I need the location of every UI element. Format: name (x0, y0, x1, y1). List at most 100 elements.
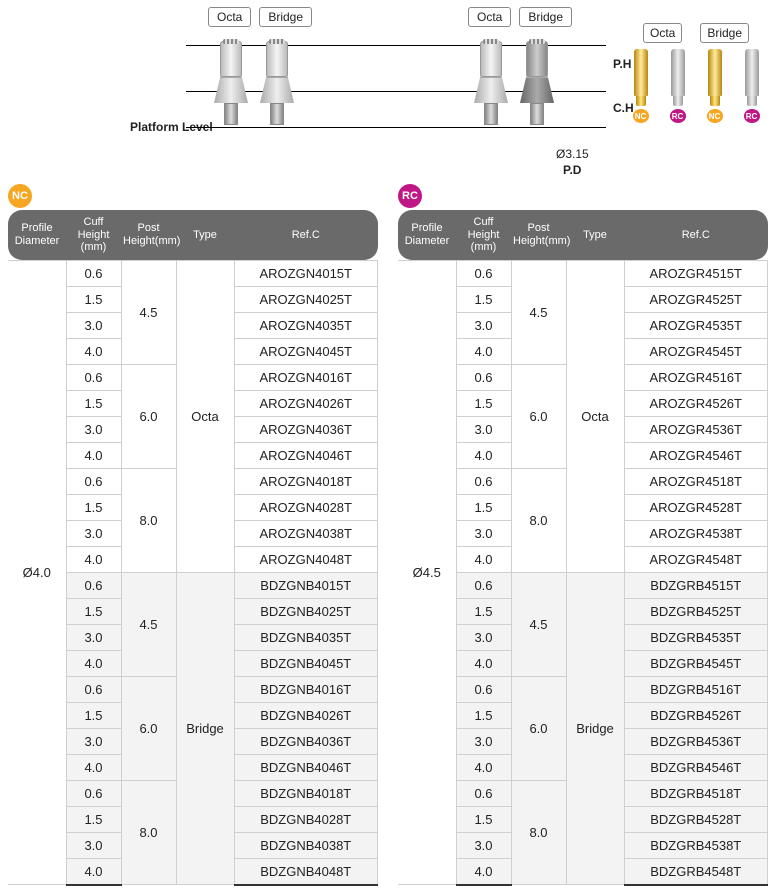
th-type: Type (566, 210, 624, 260)
diagram-label-octa: Octa (208, 7, 251, 27)
screw-bridge-gold: NC (705, 49, 725, 123)
abutment-bridge-1 (260, 41, 294, 127)
cell-type: Octa (566, 260, 624, 572)
cell-cuff-height: 0.6 (456, 572, 511, 598)
rc-badge: RC (398, 184, 422, 208)
cell-cuff-height: 4.0 (456, 442, 511, 468)
th-cuff-height: Cuff Height (mm) (66, 210, 121, 260)
cell-ref: AROZGR4545T (624, 338, 768, 364)
cell-ref: AROZGR4518T (624, 468, 768, 494)
diagram-label-bridge: Bridge (259, 7, 312, 27)
cell-post-height: 4.5 (511, 572, 566, 676)
cell-cuff-height: 1.5 (456, 702, 511, 728)
cell-ref: BDZGNB4018T (234, 780, 378, 806)
cell-cuff-height: 3.0 (66, 624, 121, 650)
cell-cuff-height: 1.5 (66, 494, 121, 520)
mini-screws: Octa Bridge NC RC NC RC (626, 23, 766, 123)
cell-cuff-height: 1.5 (456, 286, 511, 312)
cell-ref: BDZGNB4015T (234, 572, 378, 598)
cell-cuff-height: 3.0 (66, 520, 121, 546)
cell-cuff-height: 1.5 (456, 390, 511, 416)
cell-cuff-height: 1.5 (66, 702, 121, 728)
cell-ref: AROZGN4025T (234, 286, 378, 312)
cell-post-height: 6.0 (511, 364, 566, 468)
rc-section: RC Profile Diameter Cuff Height (mm) Pos… (398, 184, 768, 886)
cell-cuff-height: 4.0 (66, 338, 121, 364)
cell-ref: AROZGR4525T (624, 286, 768, 312)
cell-profile-diameter: Ø4.5 (398, 260, 456, 885)
cell-cuff-height: 0.6 (66, 260, 121, 286)
mini-label-octa: Octa (643, 23, 682, 43)
th-cuff-height: Cuff Height (mm) (456, 210, 511, 260)
screw-octa-silver: RC (668, 49, 688, 123)
cell-ref: AROZGR4546T (624, 442, 768, 468)
nc-table: Profile Diameter Cuff Height (mm) Post H… (8, 210, 378, 886)
cell-post-height: 4.5 (121, 572, 176, 676)
cell-ref: BDZGNB4026T (234, 702, 378, 728)
cell-ref: BDZGRB4518T (624, 780, 768, 806)
th-post-height: Post Height(mm) (121, 210, 176, 260)
cell-ref: BDZGRB4525T (624, 598, 768, 624)
th-type: Type (176, 210, 234, 260)
cell-ref: AROZGN4016T (234, 364, 378, 390)
nc-section: NC Profile Diameter Cuff Height (mm) Pos… (8, 184, 378, 886)
cell-post-height: 6.0 (121, 676, 176, 780)
cell-post-height: 6.0 (511, 676, 566, 780)
cell-ref: BDZGNB4035T (234, 624, 378, 650)
cell-cuff-height: 0.6 (66, 364, 121, 390)
cell-type: Bridge (176, 572, 234, 885)
cell-cuff-height: 3.0 (66, 416, 121, 442)
cell-ref: AROZGR4528T (624, 494, 768, 520)
cell-cuff-height: 0.6 (456, 780, 511, 806)
cell-ref: BDZGRB4535T (624, 624, 768, 650)
cell-ref: AROZGN4018T (234, 468, 378, 494)
cell-ref: BDZGRB4528T (624, 806, 768, 832)
cell-cuff-height: 1.5 (66, 806, 121, 832)
abutment-octa-1 (214, 41, 248, 127)
cell-ref: AROZGN4036T (234, 416, 378, 442)
cell-ref: AROZGR4516T (624, 364, 768, 390)
cell-ref: BDZGRB4546T (624, 754, 768, 780)
cell-cuff-height: 3.0 (456, 416, 511, 442)
screw-octa-gold: NC (631, 49, 651, 123)
cell-cuff-height: 1.5 (66, 598, 121, 624)
cell-ref: AROZGN4028T (234, 494, 378, 520)
cell-ref: AROZGR4515T (624, 260, 768, 286)
cell-post-height: 4.5 (121, 260, 176, 364)
abutment-octa-2 (474, 41, 508, 127)
cell-cuff-height: 0.6 (456, 676, 511, 702)
th-post-height: Post Height(mm) (511, 210, 566, 260)
screw-bridge-silver: RC (742, 49, 762, 123)
cell-cuff-height: 4.0 (66, 442, 121, 468)
cell-cuff-height: 3.0 (456, 520, 511, 546)
cell-cuff-height: 0.6 (66, 572, 121, 598)
cell-cuff-height: 0.6 (456, 364, 511, 390)
cell-ref: AROZGN4026T (234, 390, 378, 416)
cell-ref: AROZGN4035T (234, 312, 378, 338)
cell-cuff-height: 1.5 (66, 286, 121, 312)
cell-cuff-height: 3.0 (66, 312, 121, 338)
cell-ref: BDZGRB4536T (624, 728, 768, 754)
cell-cuff-height: 1.5 (456, 494, 511, 520)
cell-post-height: 4.5 (511, 260, 566, 364)
cell-ref: BDZGRB4548T (624, 858, 768, 885)
nc-badge: NC (8, 184, 32, 208)
cell-cuff-height: 0.6 (456, 260, 511, 286)
cell-cuff-height: 3.0 (456, 728, 511, 754)
cell-ref: AROZGN4015T (234, 260, 378, 286)
cell-ref: BDZGNB4028T (234, 806, 378, 832)
diagram-label-bridge-r: Bridge (519, 7, 572, 27)
cell-ref: BDZGNB4045T (234, 650, 378, 676)
table-row: Ø4.00.64.5OctaAROZGN4015T (8, 260, 378, 286)
cell-ref: AROZGR4538T (624, 520, 768, 546)
th-profile-diameter: Profile Diameter (8, 210, 66, 260)
cell-ref: BDZGNB4048T (234, 858, 378, 885)
rc-table: Profile Diameter Cuff Height (mm) Post H… (398, 210, 768, 886)
cell-ref: BDZGNB4016T (234, 676, 378, 702)
cell-ref: AROZGR4548T (624, 546, 768, 572)
th-profile-diameter: Profile Diameter (398, 210, 456, 260)
cell-ref: BDZGNB4036T (234, 728, 378, 754)
cell-cuff-height: 0.6 (456, 468, 511, 494)
th-refc: Ref.C (624, 210, 768, 260)
abutment-bridge-2 (520, 41, 554, 127)
